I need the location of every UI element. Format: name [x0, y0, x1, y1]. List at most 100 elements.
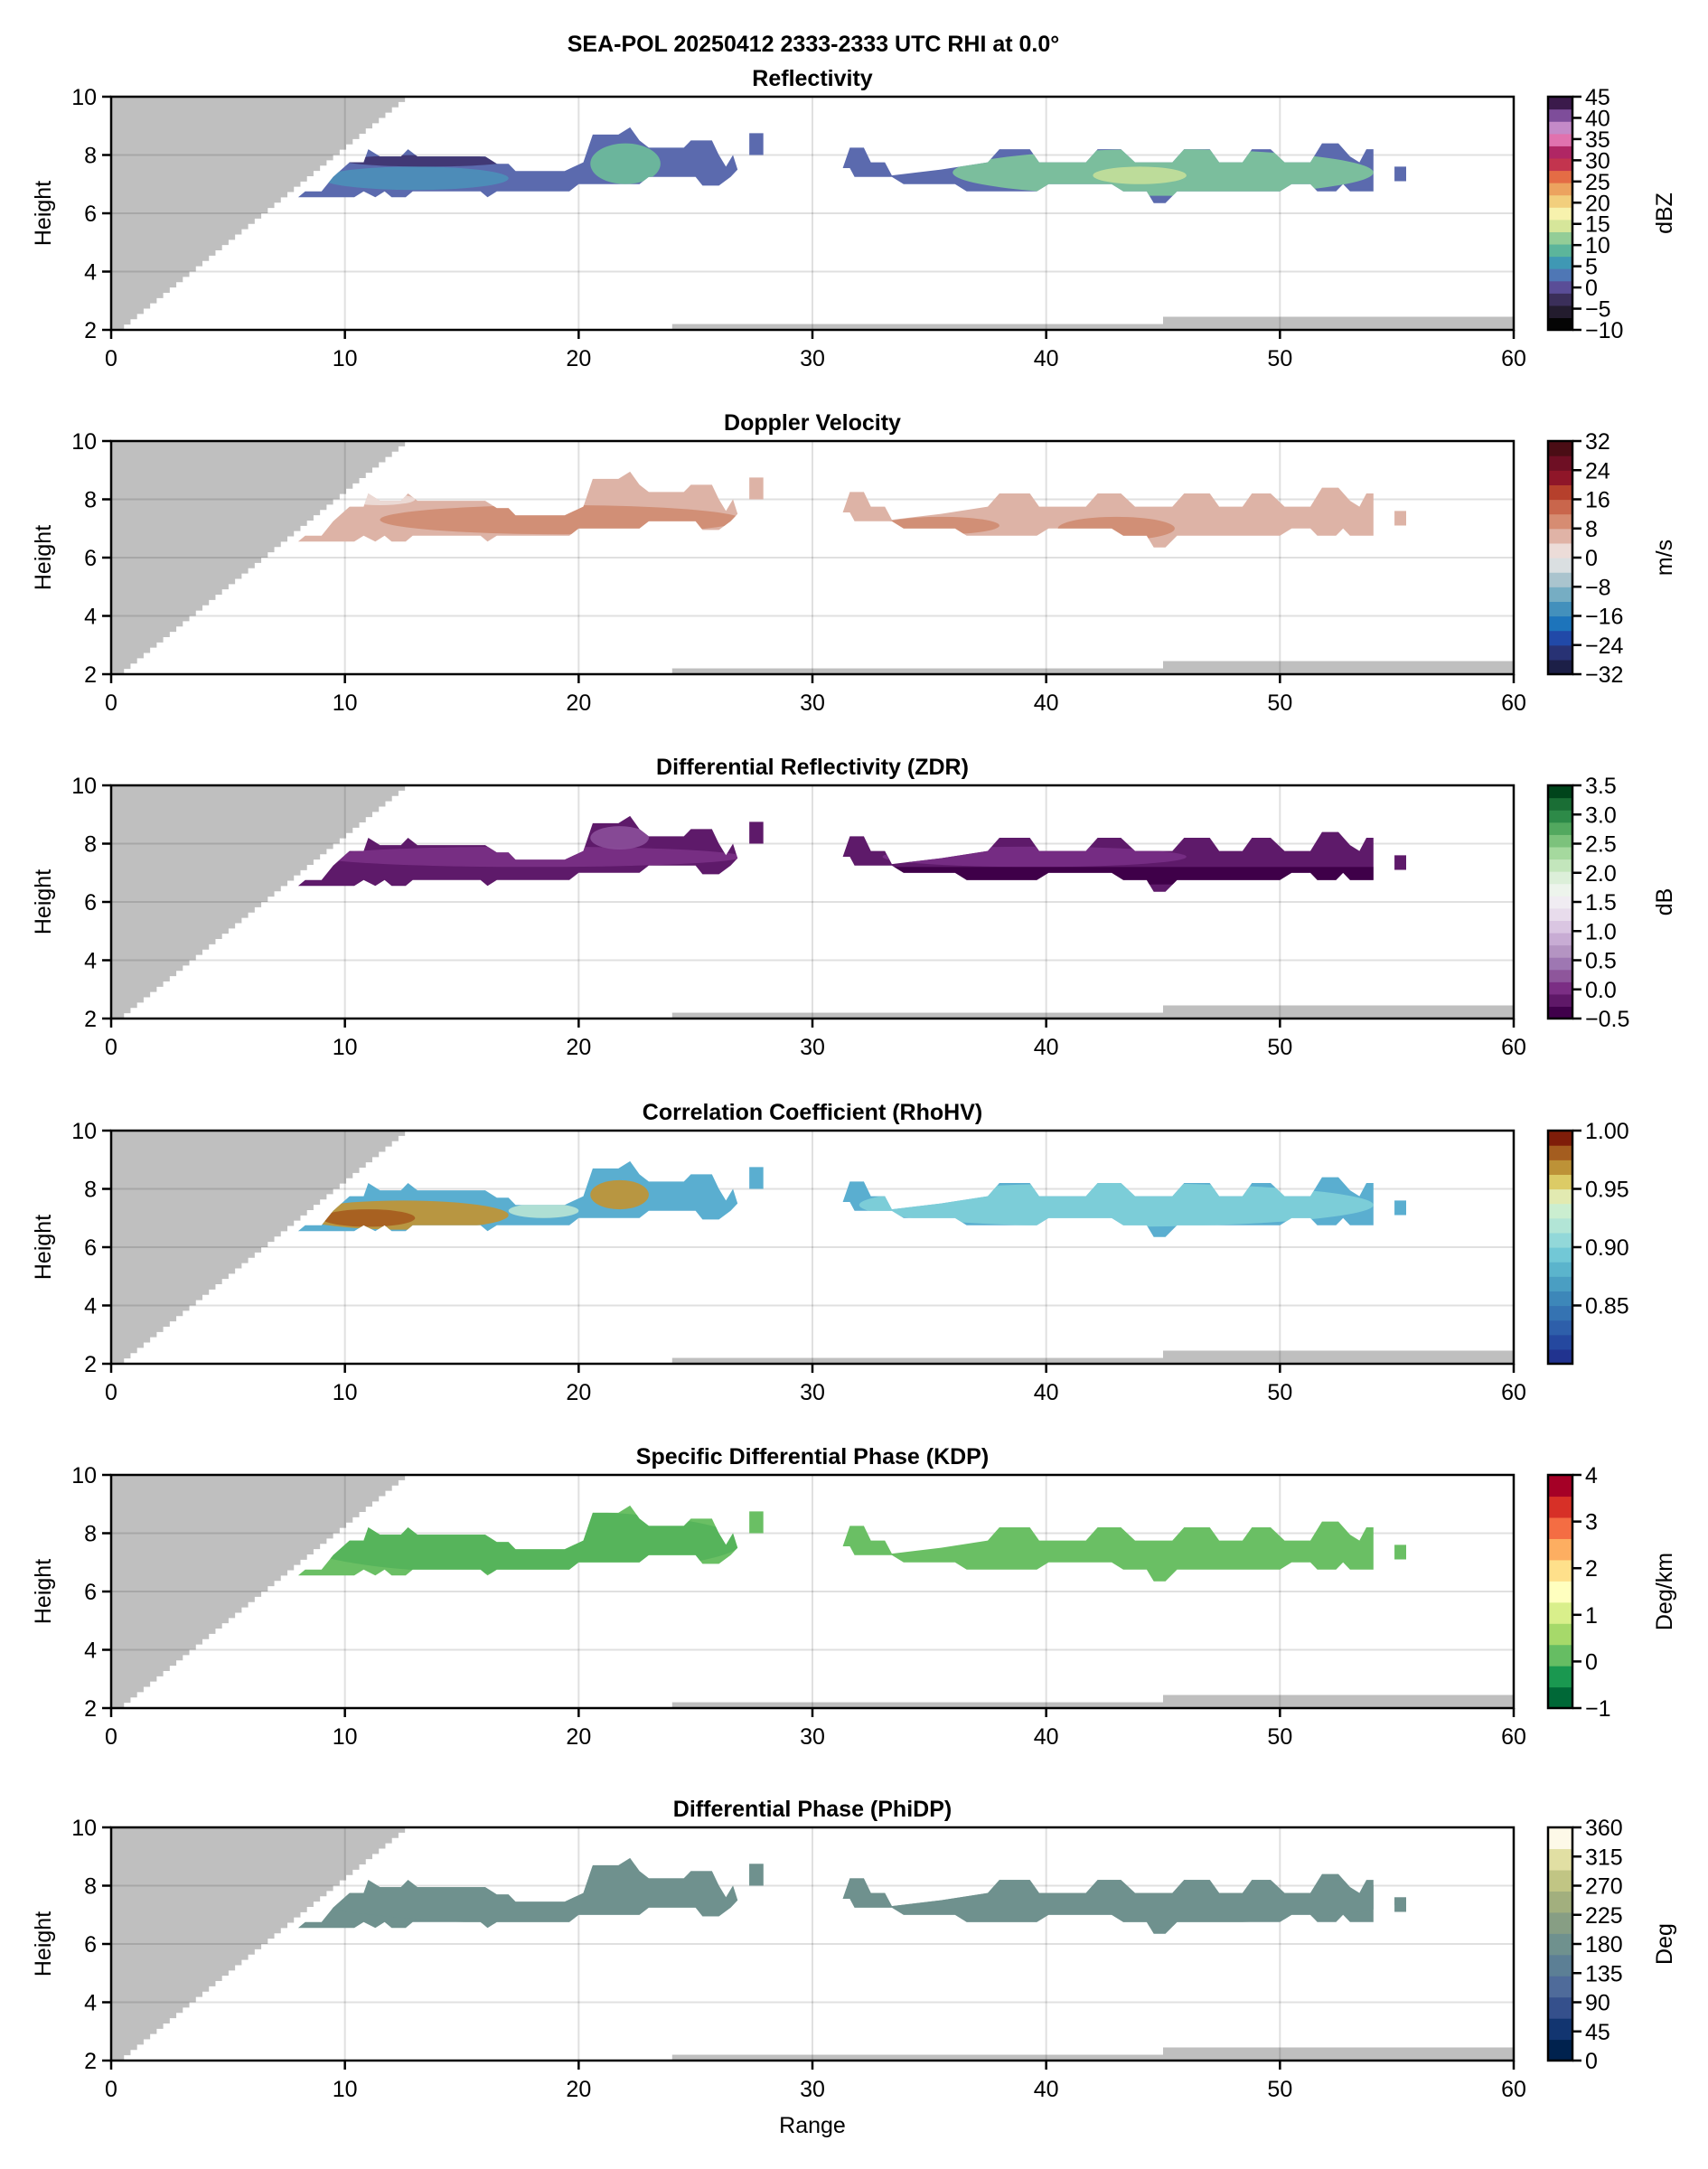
colorbar-tick-label: 45: [1585, 2020, 1610, 2045]
x-tick-label: 50: [1267, 2077, 1292, 2102]
y-tick-label: 10: [71, 85, 97, 110]
colorbar-segment: [1548, 528, 1572, 544]
colorbar-segment: [1548, 615, 1572, 632]
colorbar-tick-label: 35: [1585, 127, 1610, 153]
plot-area: [111, 97, 1514, 330]
x-tick-label: 0: [105, 1724, 117, 1750]
colorbar-segment: [1548, 558, 1572, 573]
y-tick-label: 8: [84, 832, 97, 858]
y-tick-label: 4: [84, 260, 97, 286]
y-tick-label: 10: [71, 429, 97, 455]
colorbar-segment: [1548, 993, 1572, 1008]
colorbar-segment: [1548, 587, 1572, 602]
colorbar-segment: [1548, 1131, 1572, 1146]
colorbar-segment: [1548, 883, 1572, 897]
x-tick-label: 50: [1267, 1380, 1292, 1405]
y-axis-label: Height: [31, 181, 56, 246]
colorbar-segment: [1548, 969, 1572, 982]
colorbar-segment: [1548, 1319, 1572, 1336]
colorbar-segment: [1548, 1686, 1572, 1709]
colorbar-segment: [1548, 121, 1572, 135]
x-tick-label: 40: [1034, 1724, 1059, 1750]
x-tick-label: 20: [566, 1380, 591, 1405]
colorbar-tick-label: 10: [1585, 233, 1610, 258]
colorbar-segment: [1548, 256, 1572, 269]
colorbar-segment: [1548, 1869, 1572, 1892]
colorbar-tick-label: −16: [1585, 605, 1623, 630]
y-axis-label: Height: [31, 1215, 56, 1280]
plot-area: [111, 1827, 1514, 2061]
y-tick-label: 10: [71, 1816, 97, 1841]
echo-feature-rim: [508, 1203, 579, 1218]
colorbar-tick-label: 4: [1585, 1463, 1598, 1488]
colorbar-segment: [1548, 146, 1572, 159]
colorbar-segment: [1548, 317, 1572, 331]
panel-5: Specific Differential Phase (KDP)0 10 20 30…: [31, 1444, 1677, 1750]
echo-feature-top-edges: [344, 155, 509, 167]
plot-area: [111, 1131, 1514, 1364]
colorbar-tick-label: 2: [1585, 1556, 1598, 1582]
surface-clutter-bar: [671, 2054, 1163, 2061]
colorbar-segment: [1548, 170, 1572, 183]
surface-clutter-bar: [671, 668, 1163, 674]
colorbar-tick-label: 45: [1585, 85, 1610, 110]
colorbar-segment: [1548, 243, 1572, 258]
x-tick-label: 40: [1034, 1380, 1059, 1405]
colorbar-tick-label: 0: [1585, 1649, 1598, 1675]
echo-feature-slightly-negative-patches: [297, 1509, 743, 1574]
surface-clutter-bar: [671, 1357, 1163, 1364]
beam-blockage-region: [111, 1475, 412, 1708]
colorbar-segment: [1548, 1623, 1572, 1646]
colorbar-tick-label: 3.0: [1585, 803, 1617, 828]
colorbar-segment: [1548, 1006, 1572, 1019]
colorbar-tick-label: 315: [1585, 1845, 1623, 1870]
x-tick-label: 30: [800, 2077, 825, 2102]
colorbar-segment: [1548, 280, 1572, 294]
x-tick-label: 60: [1501, 690, 1526, 716]
colorbar-tick-label: 180: [1585, 1932, 1623, 1958]
colorbar-segment: [1548, 2018, 1572, 2041]
colorbar-tick-label: 0.0: [1585, 978, 1617, 1003]
echo-feature-far-upper: [882, 846, 1187, 868]
colorbar-label: dB: [1652, 888, 1677, 916]
echo-feature-high-rho-peak: [321, 1209, 416, 1227]
echo-feature-core-21km: [590, 143, 661, 184]
x-tick-label: 30: [800, 1724, 825, 1750]
colorbar-segment: [1548, 305, 1572, 319]
colorbar-tick-label: −0.5: [1585, 1007, 1629, 1032]
colorbar-segment: [1548, 920, 1572, 934]
echo-feature-mid-band: [882, 516, 999, 535]
colorbar-tick-label: 135: [1585, 1961, 1623, 1986]
y-tick-label: 8: [84, 1522, 97, 1547]
y-tick-label: 6: [84, 202, 97, 227]
y-tick-label: 8: [84, 144, 97, 169]
colorbar-segment: [1548, 822, 1572, 835]
colorbar-segment: [1548, 981, 1572, 995]
echo-feature-core-low-range: [321, 166, 509, 191]
echo-feature-uniform-phidp: [297, 1862, 1407, 1933]
x-tick-label: 40: [1034, 1035, 1059, 1060]
colorbar-segment: [1548, 944, 1572, 958]
colorbar-tick-label: 0: [1585, 546, 1598, 571]
x-tick-label: 60: [1501, 2077, 1526, 2102]
colorbar-segment: [1548, 1644, 1572, 1667]
colorbar-segment: [1548, 630, 1572, 646]
beam-blockage-region: [111, 1131, 412, 1364]
surface-clutter-bar: [671, 324, 1163, 330]
x-tick-label: 40: [1034, 690, 1059, 716]
colorbar-tick-label: 30: [1585, 148, 1610, 174]
colorbar-segment: [1548, 455, 1572, 471]
x-tick-label: 10: [333, 1380, 358, 1405]
x-tick-label: 60: [1501, 1724, 1526, 1750]
colorbar-segment: [1548, 957, 1572, 971]
colorbar-tick-label: 90: [1585, 1991, 1610, 2016]
colorbar-segment: [1548, 183, 1572, 196]
surface-clutter-bar: [1163, 1350, 1514, 1364]
colorbar-segment: [1548, 1276, 1572, 1291]
colorbar-segment: [1548, 785, 1572, 799]
colorbar-segment: [1548, 932, 1572, 946]
colorbar-tick-label: 40: [1585, 106, 1610, 131]
surface-clutter-bar: [1163, 316, 1514, 330]
colorbar-segment: [1548, 601, 1572, 617]
